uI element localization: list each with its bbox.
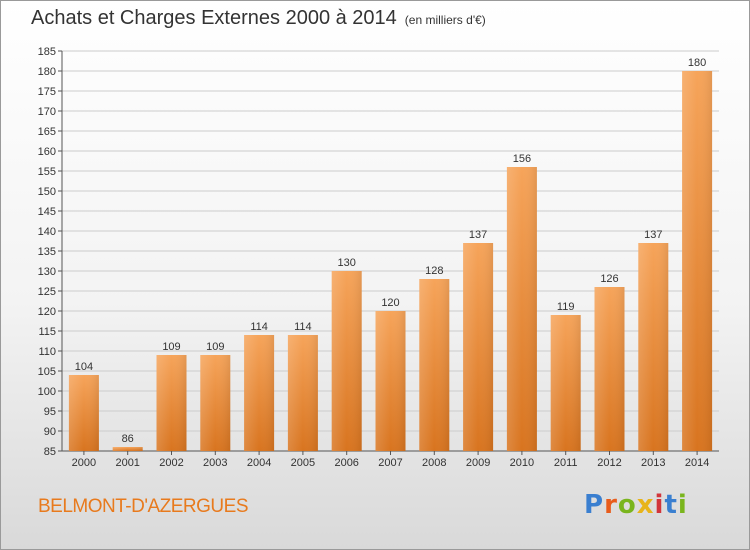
bar-value-label: 137 bbox=[469, 229, 487, 241]
x-tick-label: 2009 bbox=[466, 457, 490, 469]
x-tick-label: 2011 bbox=[554, 457, 578, 469]
bar-value-label: 114 bbox=[250, 321, 268, 333]
bar-shine bbox=[156, 355, 187, 451]
x-tick-label: 2007 bbox=[378, 457, 402, 469]
y-tick-label: 95 bbox=[44, 406, 56, 418]
bar-value-label: 120 bbox=[381, 297, 399, 309]
x-tick-label: 2002 bbox=[159, 457, 183, 469]
bar-shine bbox=[506, 167, 537, 451]
y-tick-label: 115 bbox=[38, 326, 56, 338]
bar-value-label: 156 bbox=[513, 153, 531, 165]
x-tick-label: 2000 bbox=[72, 457, 96, 469]
y-tick-label: 170 bbox=[38, 106, 56, 118]
commune-name: BELMONT-D'AZERGUES bbox=[38, 496, 249, 517]
logo-letter: i bbox=[654, 490, 665, 520]
bar-value-label: 137 bbox=[644, 229, 662, 241]
x-tick-label: 2006 bbox=[334, 457, 358, 469]
y-tick-label: 135 bbox=[38, 246, 56, 258]
x-tick-label: 2012 bbox=[597, 457, 621, 469]
bar-value-label: 114 bbox=[294, 321, 312, 333]
y-tick-label: 105 bbox=[38, 366, 56, 378]
x-tick-label: 2013 bbox=[641, 457, 665, 469]
bar-value-label: 119 bbox=[557, 301, 575, 313]
logo-letter: o bbox=[617, 490, 637, 520]
bar-value-label: 126 bbox=[600, 273, 618, 285]
bar-shine bbox=[68, 375, 99, 451]
y-tick-label: 145 bbox=[38, 206, 56, 218]
y-tick-label: 185 bbox=[38, 46, 56, 58]
chart-title: Achats et Charges Externes 2000 à 2014 bbox=[31, 7, 397, 29]
logo-letter: P bbox=[584, 490, 605, 520]
y-tick-label: 125 bbox=[38, 286, 56, 298]
x-tick-label: 2003 bbox=[203, 457, 227, 469]
bar-value-label: 109 bbox=[206, 341, 224, 353]
bar-shine bbox=[463, 243, 494, 451]
chart-subtitle: (en milliers d'€) bbox=[404, 13, 486, 27]
bar-value-label: 109 bbox=[162, 341, 180, 353]
y-tick-label: 90 bbox=[44, 426, 56, 438]
logo-letter: r bbox=[604, 490, 618, 520]
bar-shine bbox=[419, 279, 450, 451]
y-tick-label: 160 bbox=[38, 146, 56, 158]
y-tick-label: 110 bbox=[38, 346, 56, 358]
bar-shine bbox=[638, 243, 669, 451]
bar-shine bbox=[550, 315, 581, 451]
bar-shine bbox=[287, 335, 318, 451]
x-tick-label: 2014 bbox=[685, 457, 709, 469]
x-tick-label: 2008 bbox=[422, 457, 446, 469]
y-tick-label: 120 bbox=[38, 306, 56, 318]
bar-value-label: 104 bbox=[75, 361, 93, 373]
bar-value-label: 86 bbox=[122, 433, 134, 445]
bar-value-label: 128 bbox=[425, 265, 443, 277]
y-tick-label: 175 bbox=[38, 86, 56, 98]
x-tick-label: 2010 bbox=[510, 457, 534, 469]
bar-shine bbox=[331, 271, 362, 451]
bar-shine bbox=[594, 287, 625, 451]
y-tick-label: 155 bbox=[38, 166, 56, 178]
bar-shine bbox=[682, 71, 713, 451]
x-tick-label: 2001 bbox=[115, 457, 139, 469]
y-tick-label: 140 bbox=[38, 226, 56, 238]
y-tick-label: 130 bbox=[38, 266, 56, 278]
y-tick-label: 150 bbox=[38, 186, 56, 198]
y-tick-label: 180 bbox=[38, 66, 56, 78]
proxiti-logo: Proxiti bbox=[584, 490, 688, 520]
logo-letter: x bbox=[636, 490, 655, 520]
y-tick-label: 100 bbox=[38, 386, 56, 398]
chart-title-block: Achats et Charges Externes 2000 à 2014 (e… bbox=[31, 7, 486, 30]
logo-letter: i bbox=[677, 490, 688, 520]
bar-shine bbox=[112, 447, 143, 451]
bar-shine bbox=[244, 335, 275, 451]
y-tick-label: 165 bbox=[38, 126, 56, 138]
logo-letter: t bbox=[664, 490, 678, 520]
bar-shine bbox=[375, 311, 406, 451]
x-tick-label: 2004 bbox=[247, 457, 271, 469]
y-tick-label: 85 bbox=[44, 446, 56, 458]
bar-value-label: 180 bbox=[688, 57, 706, 69]
x-tick-label: 2005 bbox=[291, 457, 315, 469]
bar-value-label: 130 bbox=[338, 257, 356, 269]
bar-shine bbox=[200, 355, 231, 451]
